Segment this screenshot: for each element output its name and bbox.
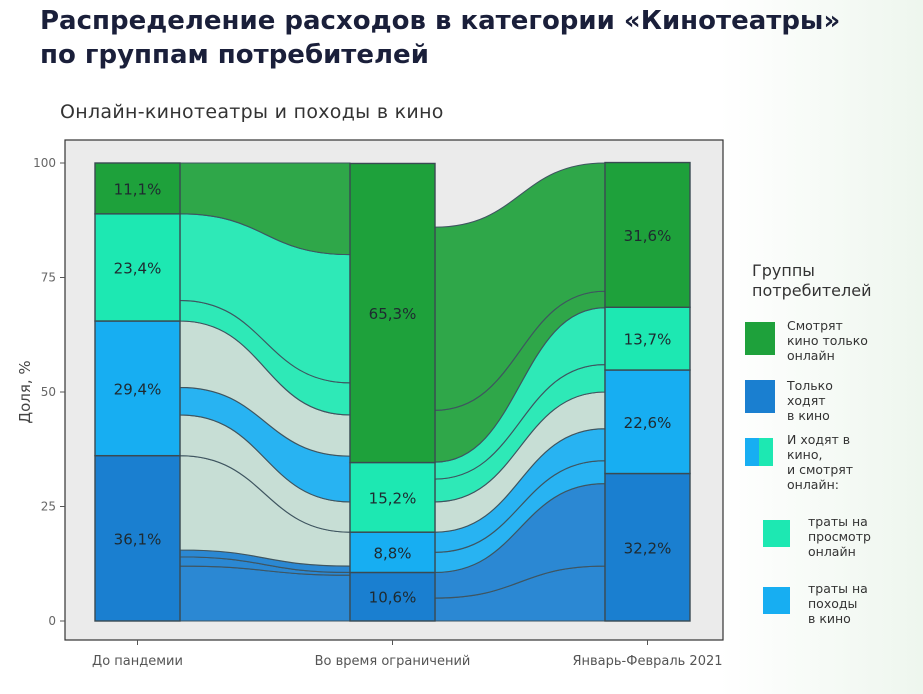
legend-item-label: онлайн <box>808 544 856 559</box>
data-label: 31,6% <box>624 227 672 245</box>
sankey-node-both_cinema <box>604 369 691 475</box>
legend-item-label: И ходят в <box>787 432 850 447</box>
sankey-node-both_online <box>94 213 181 322</box>
sankey-node-online_only <box>349 162 436 464</box>
legend-item-label: траты на <box>808 581 868 596</box>
data-label: 29,4% <box>114 380 162 398</box>
sankey-node-cinema_only <box>349 571 436 622</box>
legend-item-label: и смотрят <box>787 462 853 477</box>
data-label: 11,1% <box>114 180 162 198</box>
sankey-node-both_online <box>604 306 691 371</box>
sankey-node-cinema_only <box>604 472 691 622</box>
y-tick-label: 50 <box>41 385 56 399</box>
sankey-node-online_only <box>94 162 181 215</box>
y-tick-label: 100 <box>33 156 56 170</box>
data-label: 15,2% <box>369 489 417 507</box>
data-label: 36,1% <box>114 530 162 548</box>
legend-swatch-cinema-only <box>745 380 775 413</box>
legend-item-label: траты на <box>808 514 868 529</box>
page-title-line-1: Распределение расходов в категории «Кино… <box>40 6 841 36</box>
legend-swatch-online-spend <box>763 520 790 547</box>
legend-swatch-both-cinema <box>745 438 759 466</box>
data-label: 32,2% <box>624 539 672 557</box>
legend-item-label: онлайн <box>787 348 835 363</box>
sankey-node-both_cinema <box>349 531 436 574</box>
x-tick-label: Во время ограничений <box>315 654 471 669</box>
sankey-node-both_online <box>349 461 436 533</box>
y-tick-label: 0 <box>48 614 56 628</box>
legend-title: Группы <box>752 261 815 280</box>
legend-item-label: в кино <box>787 408 830 423</box>
y-axis-label: Доля, % <box>16 360 34 423</box>
data-label: 13,7% <box>624 331 672 349</box>
legend-item-label: кино, <box>787 447 822 462</box>
x-tick-label: До пандемии <box>92 654 183 669</box>
data-label: 22,6% <box>624 414 672 432</box>
legend-item-label: онлайн: <box>787 477 839 492</box>
legend-item-label: ходят <box>787 393 826 408</box>
page-title-line-2: по группам потребителей <box>40 40 429 70</box>
legend-item-label: просмотр <box>808 529 871 544</box>
y-tick-label: 25 <box>41 500 56 514</box>
legend-item-label: в кино <box>808 611 851 626</box>
page-title: Распределение расходов в категории «Кино… <box>40 4 900 72</box>
data-label: 8,8% <box>373 544 411 562</box>
sankey-node-online_only <box>604 161 691 308</box>
legend-title: потребителей <box>752 281 871 300</box>
legend-swatch-both-online <box>759 438 773 466</box>
data-label: 10,6% <box>369 589 417 607</box>
y-tick-label: 75 <box>41 271 56 285</box>
legend-item-label: Только <box>786 378 833 393</box>
data-label: 65,3% <box>369 305 417 323</box>
legend-swatch-cinema-spend <box>763 587 790 614</box>
legend-item-label: походы <box>808 596 857 611</box>
sankey-node-both_cinema <box>94 320 181 457</box>
legend-item-label: Смотрят <box>787 318 843 333</box>
chart-subtitle: Онлайн-кинотеатры и походы в кино <box>60 101 444 123</box>
sankey-node-cinema_only <box>94 454 181 622</box>
x-tick-label: Январь-Февраль 2021 <box>572 654 722 669</box>
legend-item-label: кино только <box>787 333 868 348</box>
data-label: 23,4% <box>114 259 162 277</box>
legend-swatch-online-only <box>745 322 775 355</box>
